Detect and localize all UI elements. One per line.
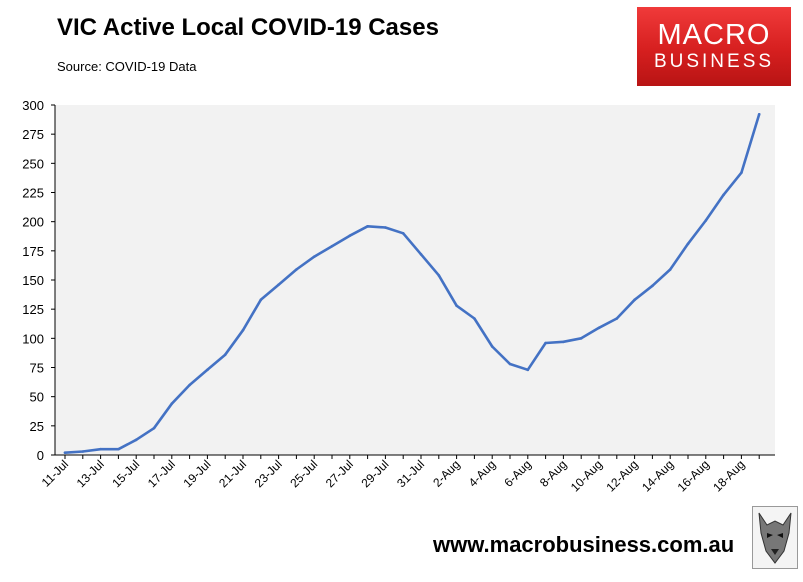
y-tick-label: 225 (22, 186, 44, 201)
data-point (722, 193, 725, 197)
data-point (152, 426, 156, 430)
data-point (188, 383, 191, 387)
y-tick-label: 75 (30, 361, 44, 376)
y-tick-label: 250 (22, 156, 44, 171)
data-point (295, 268, 298, 271)
data-point (757, 113, 761, 116)
x-tick-label: 17-Jul (145, 457, 178, 490)
data-point (597, 326, 601, 330)
data-point (455, 304, 458, 307)
data-point (704, 219, 708, 222)
data-point (206, 368, 209, 372)
x-tick-label: 2-Aug (430, 457, 463, 490)
y-tick-label: 100 (22, 331, 44, 346)
data-point (223, 353, 227, 356)
x-tick-label: 25-Jul (287, 457, 320, 490)
data-point (330, 244, 334, 248)
data-point (544, 341, 547, 345)
data-point (277, 283, 280, 286)
y-tick-label: 150 (22, 273, 44, 288)
x-tick-label: 16-Aug (675, 457, 712, 494)
x-axis: 11-Jul 13-Jul 15-Jul 17-Jul 19-Jul 21-Jul 23-J… (39, 454, 775, 494)
chart-title: VIC Active Local COVID-19 Cases (57, 14, 439, 41)
data-point (508, 362, 512, 366)
x-tick-label: 27-Jul (323, 457, 356, 490)
x-tick-label: 14-Aug (639, 457, 676, 494)
y-tick-label: 200 (22, 215, 44, 230)
x-tick-label: 13-Jul (74, 457, 107, 490)
data-point (384, 226, 387, 229)
data-point (348, 234, 352, 237)
macrobusiness-logo: MACRO BUSINESS (637, 7, 791, 86)
x-tick-label: 23-Jul (252, 457, 285, 490)
data-point (579, 337, 583, 340)
data-point (562, 340, 565, 344)
y-tick-label: 275 (22, 127, 44, 142)
data-point (633, 298, 636, 302)
x-tick-label: 18-Aug (710, 457, 747, 494)
data-point (81, 450, 85, 453)
chart-subtitle: Source: COVID-19 Data (57, 59, 197, 74)
data-point (740, 171, 743, 174)
logo-line-1: MACRO (657, 19, 771, 51)
data-point (419, 253, 423, 256)
data-point (312, 255, 316, 258)
data-point (686, 242, 690, 246)
x-tick-label: 19-Jul (181, 457, 214, 490)
cases-series-line (63, 113, 761, 454)
data-point (615, 317, 619, 320)
data-points (63, 113, 761, 454)
x-tick-label: 21-Jul (216, 457, 249, 490)
y-tick-label: 25 (30, 419, 44, 434)
y-tick-label: 300 (22, 98, 44, 113)
data-point (651, 284, 654, 288)
data-point (668, 268, 672, 271)
x-tick-label: 15-Jul (109, 457, 142, 490)
data-point (99, 447, 102, 451)
x-tick-label: 29-Jul (359, 457, 392, 490)
data-point (366, 225, 369, 228)
data-point (473, 317, 476, 320)
y-tick-label: 175 (22, 244, 44, 259)
data-point (437, 274, 441, 277)
x-tick-label: 31-Jul (394, 457, 427, 490)
data-point (63, 451, 67, 454)
data-point (526, 368, 530, 372)
wolf-logo-icon (752, 506, 798, 569)
x-tick-label: 8-Aug (537, 457, 570, 490)
x-tick-label: 4-Aug (466, 457, 499, 490)
y-tick-label: 50 (30, 390, 44, 405)
y-tick-label: 125 (22, 302, 44, 317)
data-point (117, 447, 120, 451)
x-tick-label: 12-Aug (603, 457, 640, 494)
data-point (401, 232, 405, 235)
data-point (170, 402, 174, 405)
y-axis: 0 25 50 75 100 125 150 175 200 225 250 275 300 (22, 98, 56, 463)
logo-line-2: BUSINESS (653, 51, 775, 72)
data-point (490, 345, 494, 348)
plot-area (55, 105, 775, 455)
website-url: www.macrobusiness.com.au (433, 532, 735, 557)
data-point (134, 438, 138, 442)
y-tick-label: 0 (37, 448, 44, 463)
x-tick-label: 6-Aug (501, 457, 534, 490)
data-point (241, 328, 245, 332)
data-point (259, 298, 263, 302)
x-tick-label: 10-Aug (568, 457, 605, 494)
